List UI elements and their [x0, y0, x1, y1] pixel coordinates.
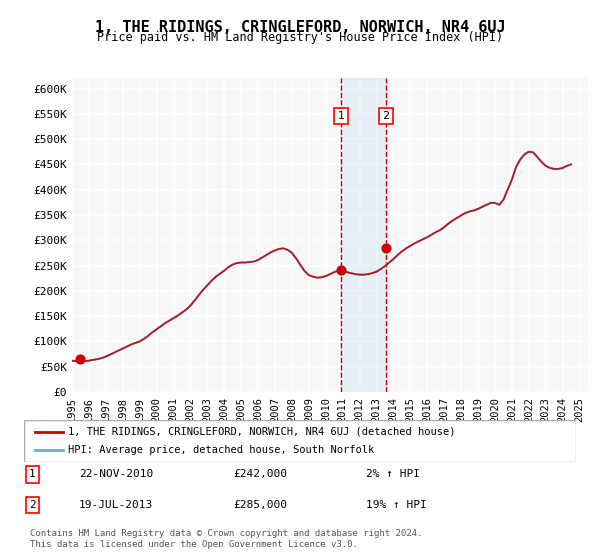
- Point: [381, 244, 391, 253]
- Point: [336, 265, 346, 274]
- FancyBboxPatch shape: [24, 420, 576, 462]
- Text: 1: 1: [29, 469, 35, 479]
- Text: 22-NOV-2010: 22-NOV-2010: [79, 469, 154, 479]
- Text: HPI: Average price, detached house, South Norfolk: HPI: Average price, detached house, Sout…: [68, 445, 374, 455]
- Text: 19-JUL-2013: 19-JUL-2013: [79, 500, 154, 510]
- Text: Price paid vs. HM Land Registry's House Price Index (HPI): Price paid vs. HM Land Registry's House …: [97, 31, 503, 44]
- Text: 1: 1: [337, 111, 344, 121]
- Text: 1, THE RIDINGS, CRINGLEFORD, NORWICH, NR4 6UJ (detached house): 1, THE RIDINGS, CRINGLEFORD, NORWICH, NR…: [68, 427, 455, 437]
- Text: 19% ↑ HPI: 19% ↑ HPI: [366, 500, 427, 510]
- Text: 2: 2: [29, 500, 35, 510]
- Text: £285,000: £285,000: [234, 500, 288, 510]
- Text: 2: 2: [382, 111, 389, 121]
- Text: 1, THE RIDINGS, CRINGLEFORD, NORWICH, NR4 6UJ: 1, THE RIDINGS, CRINGLEFORD, NORWICH, NR…: [95, 20, 505, 35]
- Text: Contains HM Land Registry data © Crown copyright and database right 2024.
This d: Contains HM Land Registry data © Crown c…: [30, 529, 422, 549]
- Point: [76, 354, 85, 363]
- Text: £242,000: £242,000: [234, 469, 288, 479]
- Text: 2% ↑ HPI: 2% ↑ HPI: [366, 469, 420, 479]
- Bar: [341, 78, 386, 392]
